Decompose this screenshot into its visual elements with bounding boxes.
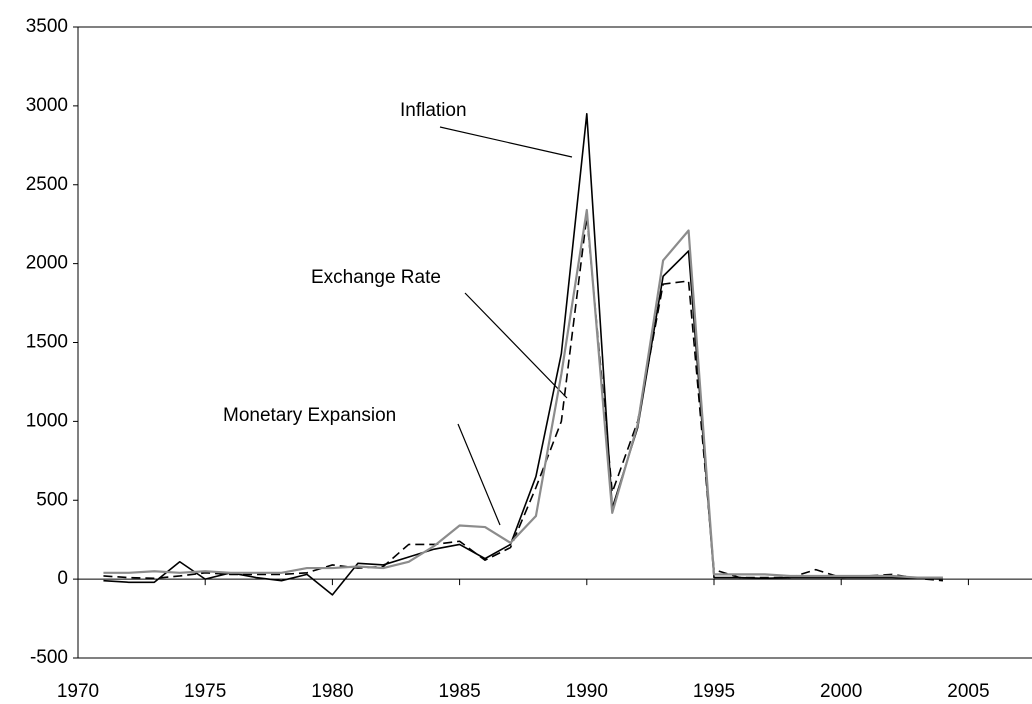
leader-line xyxy=(457,423,501,526)
annotation: Monetary Expansion xyxy=(223,405,396,426)
x-tick-label: 1970 xyxy=(57,681,99,702)
leader-line xyxy=(439,126,573,158)
series-line xyxy=(103,215,944,582)
y-tick-label: 0 xyxy=(57,568,68,589)
leader-line xyxy=(464,292,568,399)
x-tick-label: 1995 xyxy=(693,681,735,702)
y-tick-label: 2000 xyxy=(26,253,68,274)
y-tick-label: 500 xyxy=(36,489,68,510)
x-tick-label: 2000 xyxy=(820,681,862,702)
x-tick-label: 1985 xyxy=(438,681,480,702)
plot-frame xyxy=(77,26,1032,659)
annotations: Inflation Exchange Rate Monetary Expansi… xyxy=(223,100,573,526)
y-tick-label: 1500 xyxy=(26,332,68,353)
x-tick-label: 1975 xyxy=(184,681,226,702)
annotation: Inflation xyxy=(400,100,467,121)
x-tick-label: 1990 xyxy=(566,681,608,702)
y-tick-label: 3000 xyxy=(26,95,68,116)
annotation: Exchange Rate xyxy=(311,267,441,288)
x-tick-label: 1980 xyxy=(311,681,353,702)
y-tick-label: -500 xyxy=(30,647,68,668)
x-tick-label: 2005 xyxy=(947,681,989,702)
y-tick-label: 3500 xyxy=(26,16,68,37)
series-line xyxy=(103,208,943,579)
series-line xyxy=(103,112,943,596)
y-tick-label: 2500 xyxy=(26,174,68,195)
y-tick-label: 1000 xyxy=(26,410,68,431)
